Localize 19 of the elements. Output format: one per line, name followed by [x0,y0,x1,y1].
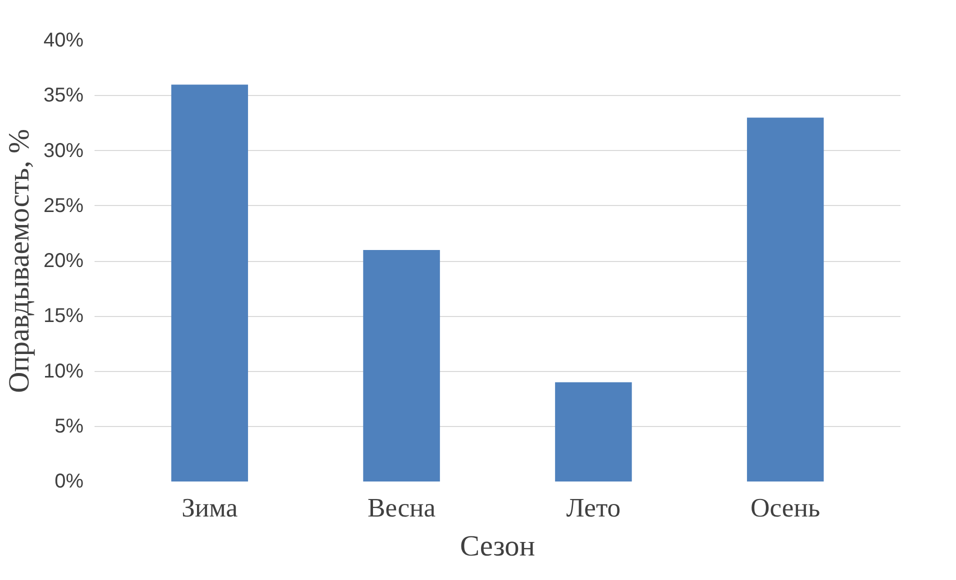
y-tick-label: 10% [43,360,84,382]
bar [363,250,440,482]
bar [171,84,248,482]
y-axis-title: Оправдываемость, % [3,128,36,394]
y-tick-label: 5% [54,415,84,438]
y-tick-label: 40% [43,30,84,52]
x-axis-title: Сезон [460,530,536,562]
y-tick-label: 0% [54,470,84,492]
x-tick-label: Лето [566,492,621,522]
y-tick-label: 35% [43,84,84,107]
x-tick-label: Весна [367,492,436,522]
bar [746,118,824,482]
y-tick-label: 20% [43,250,84,272]
bar [555,382,632,482]
y-tick-label: 15% [43,305,84,328]
y-tick-label: 25% [43,194,84,217]
y-tick-label: 30% [43,140,84,162]
x-tick-label: Осень [750,492,820,522]
x-tick-label: Зима [182,492,238,522]
